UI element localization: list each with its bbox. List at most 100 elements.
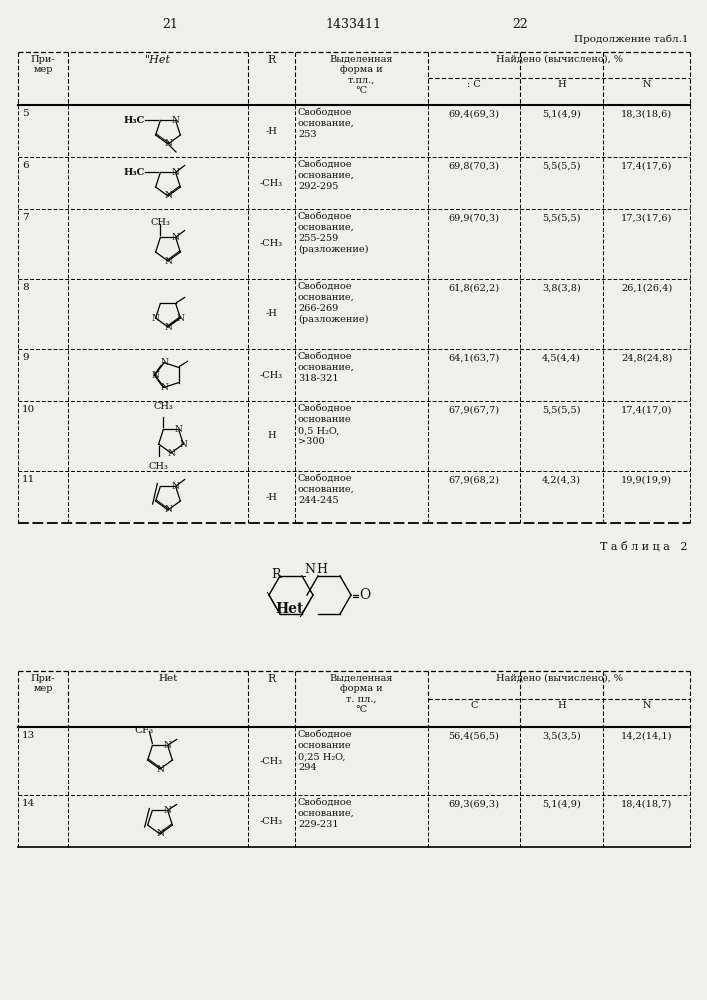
Text: 69,9(70,3): 69,9(70,3) xyxy=(448,214,500,223)
Text: 14: 14 xyxy=(22,799,35,808)
Text: -H: -H xyxy=(266,492,277,502)
Text: Свободное
основание
0,25 H₂O,
294: Свободное основание 0,25 H₂O, 294 xyxy=(298,730,353,772)
Text: 17,4(17,0): 17,4(17,0) xyxy=(621,406,672,415)
Text: Свободное
основание,
253: Свободное основание, 253 xyxy=(298,108,355,139)
Text: 18,4(18,7): 18,4(18,7) xyxy=(621,800,672,809)
Text: Свободное
основание
0,5 H₂O,
>300: Свободное основание 0,5 H₂O, >300 xyxy=(298,404,353,446)
Text: Het: Het xyxy=(158,674,177,683)
Text: 5,1(4,9): 5,1(4,9) xyxy=(542,110,581,119)
Text: N: N xyxy=(160,383,168,392)
Text: N: N xyxy=(164,506,172,514)
Text: Т а б л и ц а   2: Т а б л и ц а 2 xyxy=(600,541,688,552)
Text: N: N xyxy=(152,314,160,323)
Text: -CH₃: -CH₃ xyxy=(260,239,283,248)
Text: -CH₃: -CH₃ xyxy=(260,178,283,188)
Text: Продолжение табл.1: Продолжение табл.1 xyxy=(573,34,688,43)
Text: CH₃: CH₃ xyxy=(148,462,168,471)
Text: 11: 11 xyxy=(22,475,35,484)
Text: CH₃: CH₃ xyxy=(151,218,170,227)
Text: 21: 21 xyxy=(162,18,178,31)
Text: R: R xyxy=(267,674,276,684)
Text: N: N xyxy=(164,139,172,148)
Text: 67,9(67,7): 67,9(67,7) xyxy=(448,406,500,415)
Text: 5,1(4,9): 5,1(4,9) xyxy=(542,800,581,809)
Text: 5,5(5,5): 5,5(5,5) xyxy=(542,214,580,223)
Text: 19,9(19,9): 19,9(19,9) xyxy=(621,476,672,485)
Text: 1433411: 1433411 xyxy=(325,18,381,31)
Text: 5: 5 xyxy=(22,109,28,118)
Text: N: N xyxy=(177,314,185,323)
Text: Выделенная
форма и
т.пл.,
°C: Выделенная форма и т.пл., °C xyxy=(329,55,393,95)
Text: 24,8(24,8): 24,8(24,8) xyxy=(621,354,672,363)
Text: N: N xyxy=(164,256,172,265)
Text: N: N xyxy=(167,448,175,458)
Text: 64,1(63,7): 64,1(63,7) xyxy=(448,354,500,363)
Text: Het: Het xyxy=(275,602,303,616)
Text: 69,4(69,3): 69,4(69,3) xyxy=(448,110,500,119)
Text: 26,1(26,4): 26,1(26,4) xyxy=(621,284,672,293)
Text: 5,5(5,5): 5,5(5,5) xyxy=(542,162,580,171)
Text: Свободное
основание,
244-245: Свободное основание, 244-245 xyxy=(298,474,355,505)
Text: 13: 13 xyxy=(22,731,35,740)
Text: N: N xyxy=(151,370,159,379)
Text: N: N xyxy=(164,806,172,815)
Text: При-
мер: При- мер xyxy=(30,674,55,693)
Text: -H: -H xyxy=(266,126,277,135)
Text: "Het: "Het xyxy=(145,55,171,65)
Text: 5,5(5,5): 5,5(5,5) xyxy=(542,406,580,415)
Text: H: H xyxy=(317,563,327,576)
Text: R: R xyxy=(267,55,276,65)
Text: N: N xyxy=(305,563,315,576)
Text: 3,8(3,8): 3,8(3,8) xyxy=(542,284,581,293)
Text: 14,2(14,1): 14,2(14,1) xyxy=(621,732,672,741)
Text: N: N xyxy=(172,116,180,125)
Text: N: N xyxy=(180,440,187,449)
Text: Выделенная
форма и
т. пл.,
°C: Выделенная форма и т. пл., °C xyxy=(329,674,393,714)
Text: N: N xyxy=(172,168,180,177)
Text: N: N xyxy=(164,192,172,200)
Text: 4,5(4,4): 4,5(4,4) xyxy=(542,354,581,363)
Text: CH₃: CH₃ xyxy=(153,402,173,411)
Text: 7: 7 xyxy=(22,213,28,222)
Text: N: N xyxy=(175,425,182,434)
Text: 22: 22 xyxy=(512,18,528,31)
Text: 56,4(56,5): 56,4(56,5) xyxy=(448,732,499,741)
Text: Свободное
основание,
229-231: Свободное основание, 229-231 xyxy=(298,798,355,829)
Text: R: R xyxy=(271,568,281,581)
Text: Свободное
основание,
292-295: Свободное основание, 292-295 xyxy=(298,160,355,191)
Text: 6: 6 xyxy=(22,161,28,170)
Text: -H: -H xyxy=(266,310,277,318)
Text: -CH₃: -CH₃ xyxy=(260,816,283,826)
Text: Свободное
основание,
318-321: Свободное основание, 318-321 xyxy=(298,352,355,383)
Text: 4,2(4,3): 4,2(4,3) xyxy=(542,476,581,485)
Text: N: N xyxy=(156,830,164,838)
Text: N: N xyxy=(172,233,180,242)
Text: 18,3(18,6): 18,3(18,6) xyxy=(621,110,672,119)
Text: 9: 9 xyxy=(22,353,28,362)
Text: 17,4(17,6): 17,4(17,6) xyxy=(621,162,672,171)
Text: N: N xyxy=(156,764,164,774)
Text: 69,8(70,3): 69,8(70,3) xyxy=(448,162,500,171)
Text: Найдено (вычислено), %: Найдено (вычислено), % xyxy=(496,674,622,683)
Text: N: N xyxy=(642,80,650,89)
Text: H: H xyxy=(557,701,566,710)
Text: 67,9(68,2): 67,9(68,2) xyxy=(448,476,500,485)
Text: Свободное
основание,
255-259
(разложение): Свободное основание, 255-259 (разложение… xyxy=(298,212,368,254)
Text: N: N xyxy=(164,741,172,750)
Text: H₃C: H₃C xyxy=(124,168,145,177)
Text: N: N xyxy=(160,358,168,367)
Text: CF₃: CF₃ xyxy=(135,726,154,735)
Text: Найдено (вычислено), %: Найдено (вычислено), % xyxy=(496,55,622,64)
Text: N: N xyxy=(164,322,172,332)
Text: -CH₃: -CH₃ xyxy=(260,756,283,766)
Text: 3,5(3,5): 3,5(3,5) xyxy=(542,732,581,741)
Text: 17,3(17,6): 17,3(17,6) xyxy=(621,214,672,223)
Text: 61,8(62,2): 61,8(62,2) xyxy=(448,284,500,293)
Text: При-
мер: При- мер xyxy=(30,55,55,74)
Text: O: O xyxy=(359,588,370,602)
Text: : C: : C xyxy=(467,80,481,89)
Text: N: N xyxy=(642,701,650,710)
Text: 69,3(69,3): 69,3(69,3) xyxy=(448,800,500,809)
Text: H: H xyxy=(557,80,566,89)
Text: H₃C: H₃C xyxy=(124,116,145,125)
